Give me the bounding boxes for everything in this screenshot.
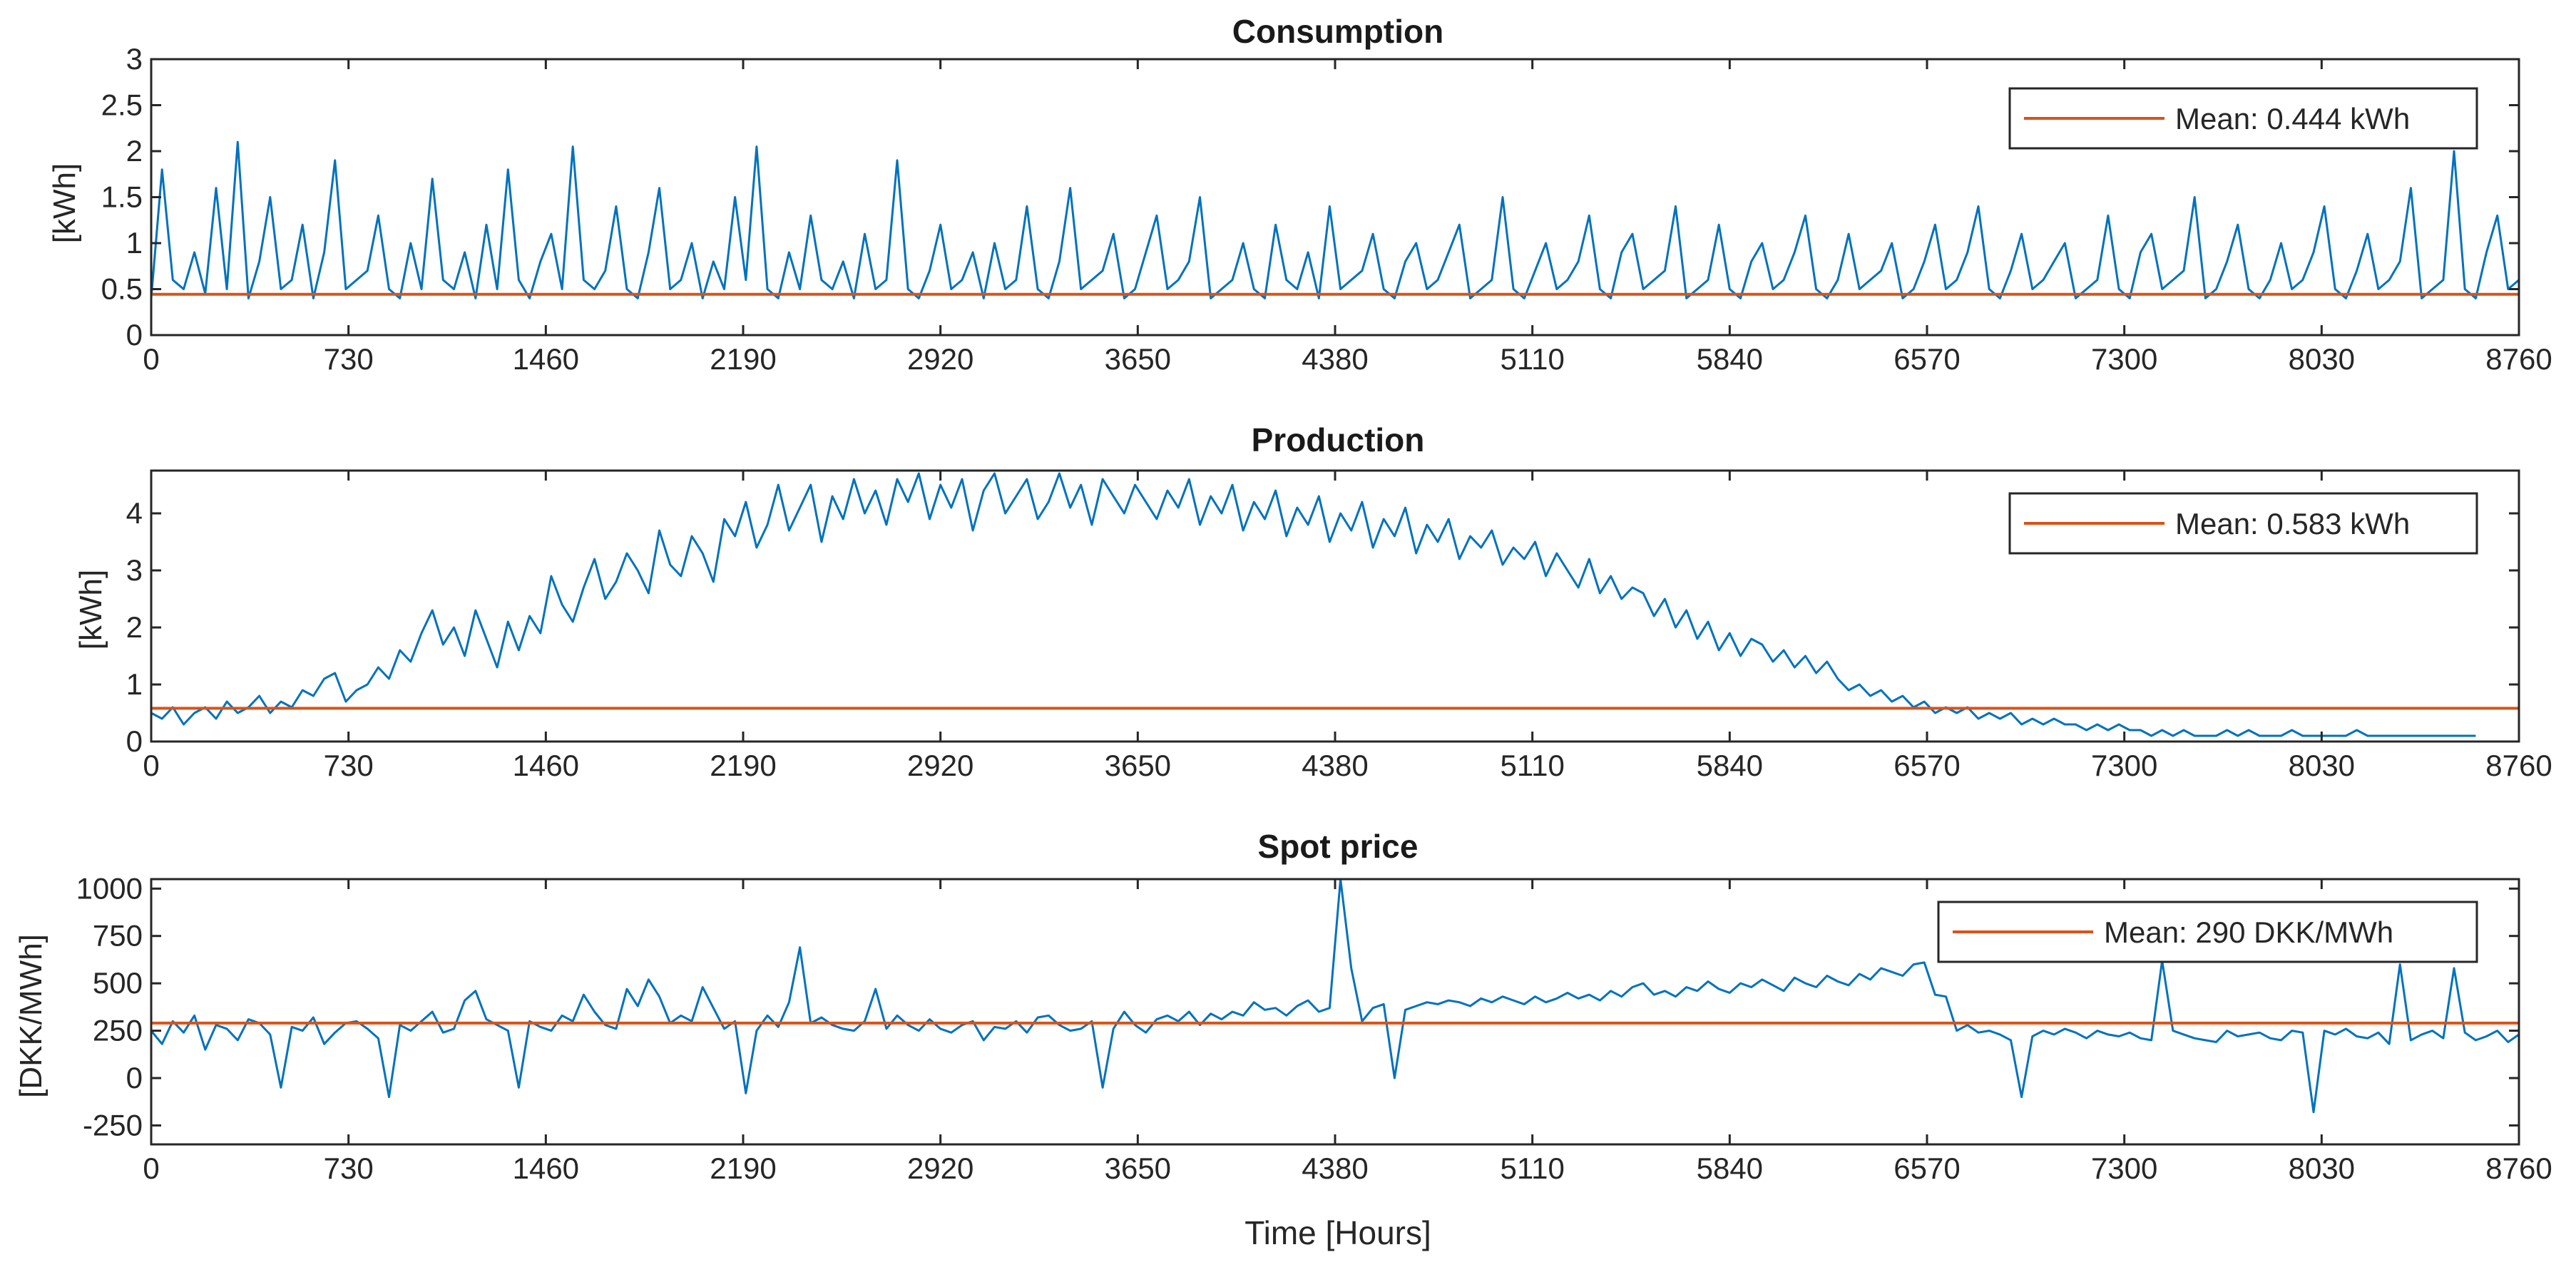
production-y-tick-label: 4	[126, 496, 143, 530]
production-x-tick-label: 1460	[513, 749, 579, 782]
spot-price-x-tick-label: 0	[143, 1152, 159, 1185]
production-x-tick-label: 4380	[1302, 749, 1368, 782]
consumption-x-tick-label: 8760	[2485, 342, 2552, 376]
consumption-y-tick-label: 3	[126, 42, 143, 76]
spot-price-x-tick-label: 7300	[2091, 1152, 2157, 1185]
consumption-panel: Consumption [kWh] 0 730 1460 2190 2920 3650 43…	[47, 13, 2552, 376]
production-x-tick-label: 8030	[2289, 749, 2355, 782]
spot-price-y-label: [DKK/MWh]	[14, 934, 48, 1098]
production-y-tick-label: 0	[126, 724, 143, 758]
spot-price-x-tick-label: 6570	[1893, 1152, 1960, 1185]
consumption-x-tick-label: 2920	[907, 342, 973, 376]
production-legend: Mean: 0.583 kWh	[2008, 492, 2478, 555]
spot-price-plot: 0 730 1460 2190 2920 3650 4380 5110 5840 6570 7300…	[76, 871, 2552, 1185]
spot-price-x-tick-label: 8760	[2485, 1152, 2552, 1185]
consumption-y-tick-label: 1.5	[101, 180, 143, 214]
production-title: Production	[1252, 421, 1425, 458]
production-x-tick-label: 6570	[1893, 749, 1960, 782]
consumption-x-tick-label: 7300	[2091, 342, 2157, 376]
consumption-x-tick-label: 8030	[2289, 342, 2355, 376]
production-y-tick-label: 1	[126, 667, 143, 701]
consumption-x-tick-label: 0	[143, 342, 159, 376]
production-y-tick-label: 2	[126, 610, 143, 644]
spot-price-x-tick-label: 8030	[2289, 1152, 2355, 1185]
production-series-line	[151, 472, 2476, 737]
consumption-x-tick-label: 5840	[1697, 342, 1763, 376]
production-x-tick-label: 5840	[1697, 749, 1763, 782]
consumption-plot: 0 730 1460 2190 2920 3650 4380 5110 5840 6570 7300…	[101, 42, 2552, 376]
production-x-tick-label: 7300	[2091, 749, 2157, 782]
spot-price-y-tick-label: 750	[93, 919, 143, 953]
spot-price-y-tick-label: 250	[93, 1014, 143, 1047]
spot-price-y-tick-label: -250	[83, 1108, 143, 1142]
consumption-legend-label: Mean: 0.444 kWh	[2175, 102, 2410, 135]
consumption-y-tick-label: 0.5	[101, 272, 143, 306]
production-panel: Production [kWh] 0 730 1460 2190 2920 3650 438…	[73, 421, 2552, 782]
spot-price-x-tick-label: 5110	[1501, 1152, 1565, 1185]
consumption-x-tick-label: 6570	[1893, 342, 1960, 376]
spot-price-y-tick-label: 0	[126, 1061, 143, 1094]
production-x-tick-label: 5110	[1501, 749, 1565, 782]
consumption-x-tick-label: 4380	[1302, 342, 1368, 376]
consumption-series-line	[151, 122, 2519, 299]
spot-price-x-tick-label: 730	[324, 1152, 374, 1185]
production-x-tick-label: 2920	[907, 749, 973, 782]
consumption-x-tick-label: 2190	[710, 342, 776, 376]
spot-price-x-tick-label: 4380	[1302, 1152, 1368, 1185]
spot-price-x-tick-label: 1460	[513, 1152, 579, 1185]
consumption-y-tick-label: 2	[126, 134, 143, 168]
production-plot: 0 730 1460 2190 2920 3650 4380 5110 5840 6570 7300…	[126, 469, 2552, 782]
spot-price-series-line	[151, 879, 2519, 1144]
consumption-x-tick-label: 730	[324, 342, 374, 376]
spot-price-x-tick-label: 5840	[1697, 1152, 1763, 1185]
consumption-y-tick-label: 2.5	[101, 88, 143, 122]
production-y-tick-label: 3	[126, 553, 143, 587]
x-axis-label: Time [Hours]	[1244, 1214, 1431, 1251]
consumption-title: Consumption	[1232, 13, 1443, 50]
consumption-legend: Mean: 0.444 kWh	[2008, 87, 2478, 150]
consumption-x-tick-label: 1460	[513, 342, 579, 376]
spot-price-x-tick-label: 2920	[907, 1152, 973, 1185]
production-x-tick-label: 730	[324, 749, 374, 782]
consumption-x-tick-label: 3650	[1105, 342, 1171, 376]
spot-price-x-tick-label: 3650	[1105, 1152, 1171, 1185]
consumption-x-tick-label: 5110	[1501, 342, 1565, 376]
consumption-y-tick-label: 0	[126, 318, 143, 352]
spot-price-y-tick-label: 500	[93, 966, 143, 1000]
spot-price-title: Spot price	[1258, 828, 1419, 865]
production-x-tick-label: 8760	[2485, 749, 2552, 782]
production-x-tick-label: 3650	[1105, 749, 1171, 782]
production-x-tick-label: 2190	[710, 749, 776, 782]
spot-price-legend: Mean: 290 DKK/MWh	[1937, 901, 2478, 963]
production-legend-label: Mean: 0.583 kWh	[2175, 507, 2410, 540]
spot-price-legend-label: Mean: 290 DKK/MWh	[2104, 915, 2393, 949]
spot-price-panel: Spot price [DKK/MWh] 0 730 1460 2190 2920 365…	[14, 828, 2552, 1251]
spot-price-y-tick-label: 1000	[76, 871, 143, 905]
spot-price-x-tick-label: 2190	[710, 1152, 776, 1185]
consumption-y-label: [kWh]	[47, 163, 82, 243]
consumption-y-tick-label: 1	[126, 226, 143, 260]
production-x-tick-label: 0	[143, 749, 159, 782]
production-y-label: [kWh]	[73, 570, 108, 650]
